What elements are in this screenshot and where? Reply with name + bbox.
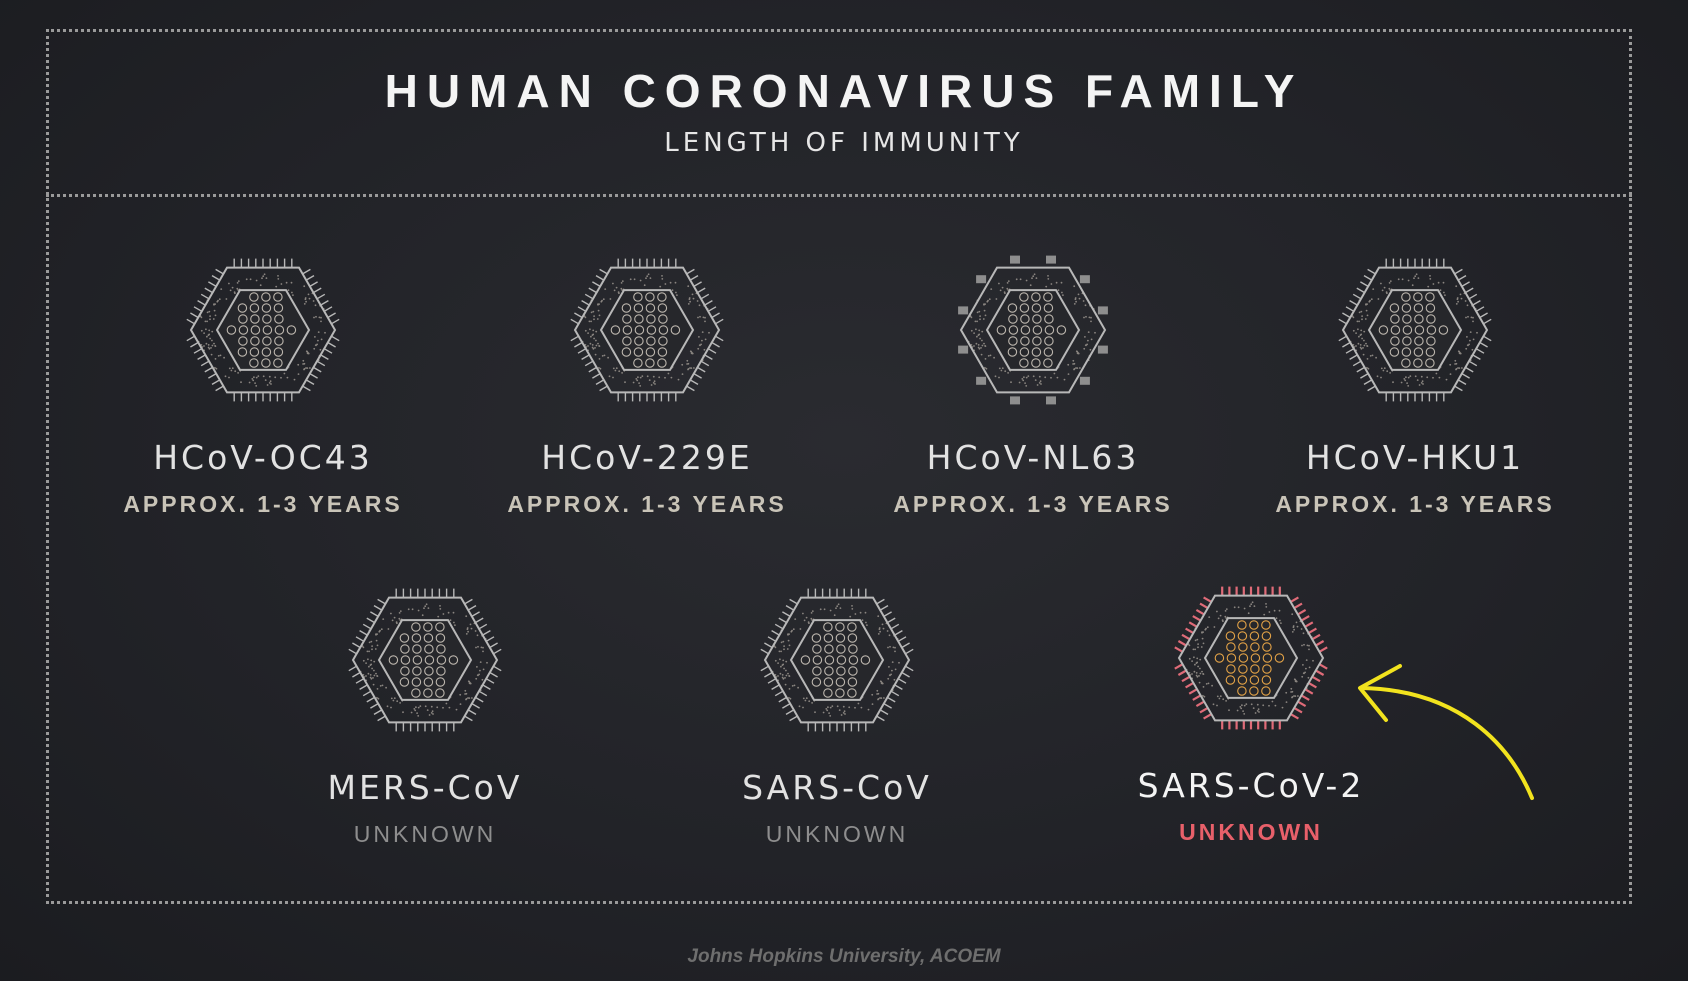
outer-dotted-frame xyxy=(46,29,1632,904)
virus-card-hcov-nl63: HCoV-NL63 APPROX. 1-3 YEARS xyxy=(868,250,1198,518)
virus-name: SARS-CoV xyxy=(742,768,932,807)
page-subtitle: LENGTH OF IMMUNITY xyxy=(664,128,1024,158)
hexagon-virus-icon xyxy=(958,255,1108,405)
page-title: HUMAN CORONAVIRUS FAMILY xyxy=(384,65,1304,117)
virus-name: HCoV-NL63 xyxy=(926,438,1140,477)
source-credit: Johns Hopkins University, ACOEM xyxy=(687,946,1001,967)
virus-immunity-duration: APPROX. 1-3 YEARS xyxy=(507,491,787,517)
virus-card-sars-cov: SARS-CoV UNKNOWN xyxy=(672,580,1002,848)
hexagon-virus-icon xyxy=(348,588,502,732)
virus-immunity-duration: UNKNOWN xyxy=(353,821,497,847)
virus-card-mers-cov: MERS-CoV UNKNOWN xyxy=(260,580,590,848)
virus-name: HCoV-OC43 xyxy=(153,438,373,477)
curved-arrow-icon xyxy=(1358,664,1534,800)
virus-name: MERS-CoV xyxy=(327,768,523,807)
virus-card-hcov-hku1: HCoV-HKU1 APPROX. 1-3 YEARS xyxy=(1250,250,1580,518)
header-divider xyxy=(46,194,1632,197)
hexagon-virus-icon xyxy=(1338,258,1492,402)
virus-name: SARS-CoV-2 xyxy=(1137,766,1365,805)
hexagon-virus-icon xyxy=(760,588,914,732)
virus-immunity-duration: UNKNOWN xyxy=(1179,819,1323,845)
virus-card-hcov-229e: HCoV-229E APPROX. 1-3 YEARS xyxy=(482,250,812,518)
virus-immunity-duration: APPROX. 1-3 YEARS xyxy=(123,491,403,517)
virus-immunity-duration: APPROX. 1-3 YEARS xyxy=(893,491,1173,517)
hexagon-virus-icon xyxy=(570,258,724,402)
hexagon-virus-icon xyxy=(1174,586,1328,730)
virus-card-hcov-oc43: HCoV-OC43 APPROX. 1-3 YEARS xyxy=(98,250,428,518)
virus-name: HCoV-HKU1 xyxy=(1305,438,1525,477)
virus-immunity-duration: APPROX. 1-3 YEARS xyxy=(1275,491,1555,517)
virus-card-sars-cov-2: SARS-CoV-2 UNKNOWN xyxy=(1086,578,1416,846)
hexagon-virus-icon xyxy=(186,258,340,402)
virus-name: HCoV-229E xyxy=(541,438,753,477)
virus-immunity-duration: UNKNOWN xyxy=(765,821,909,847)
